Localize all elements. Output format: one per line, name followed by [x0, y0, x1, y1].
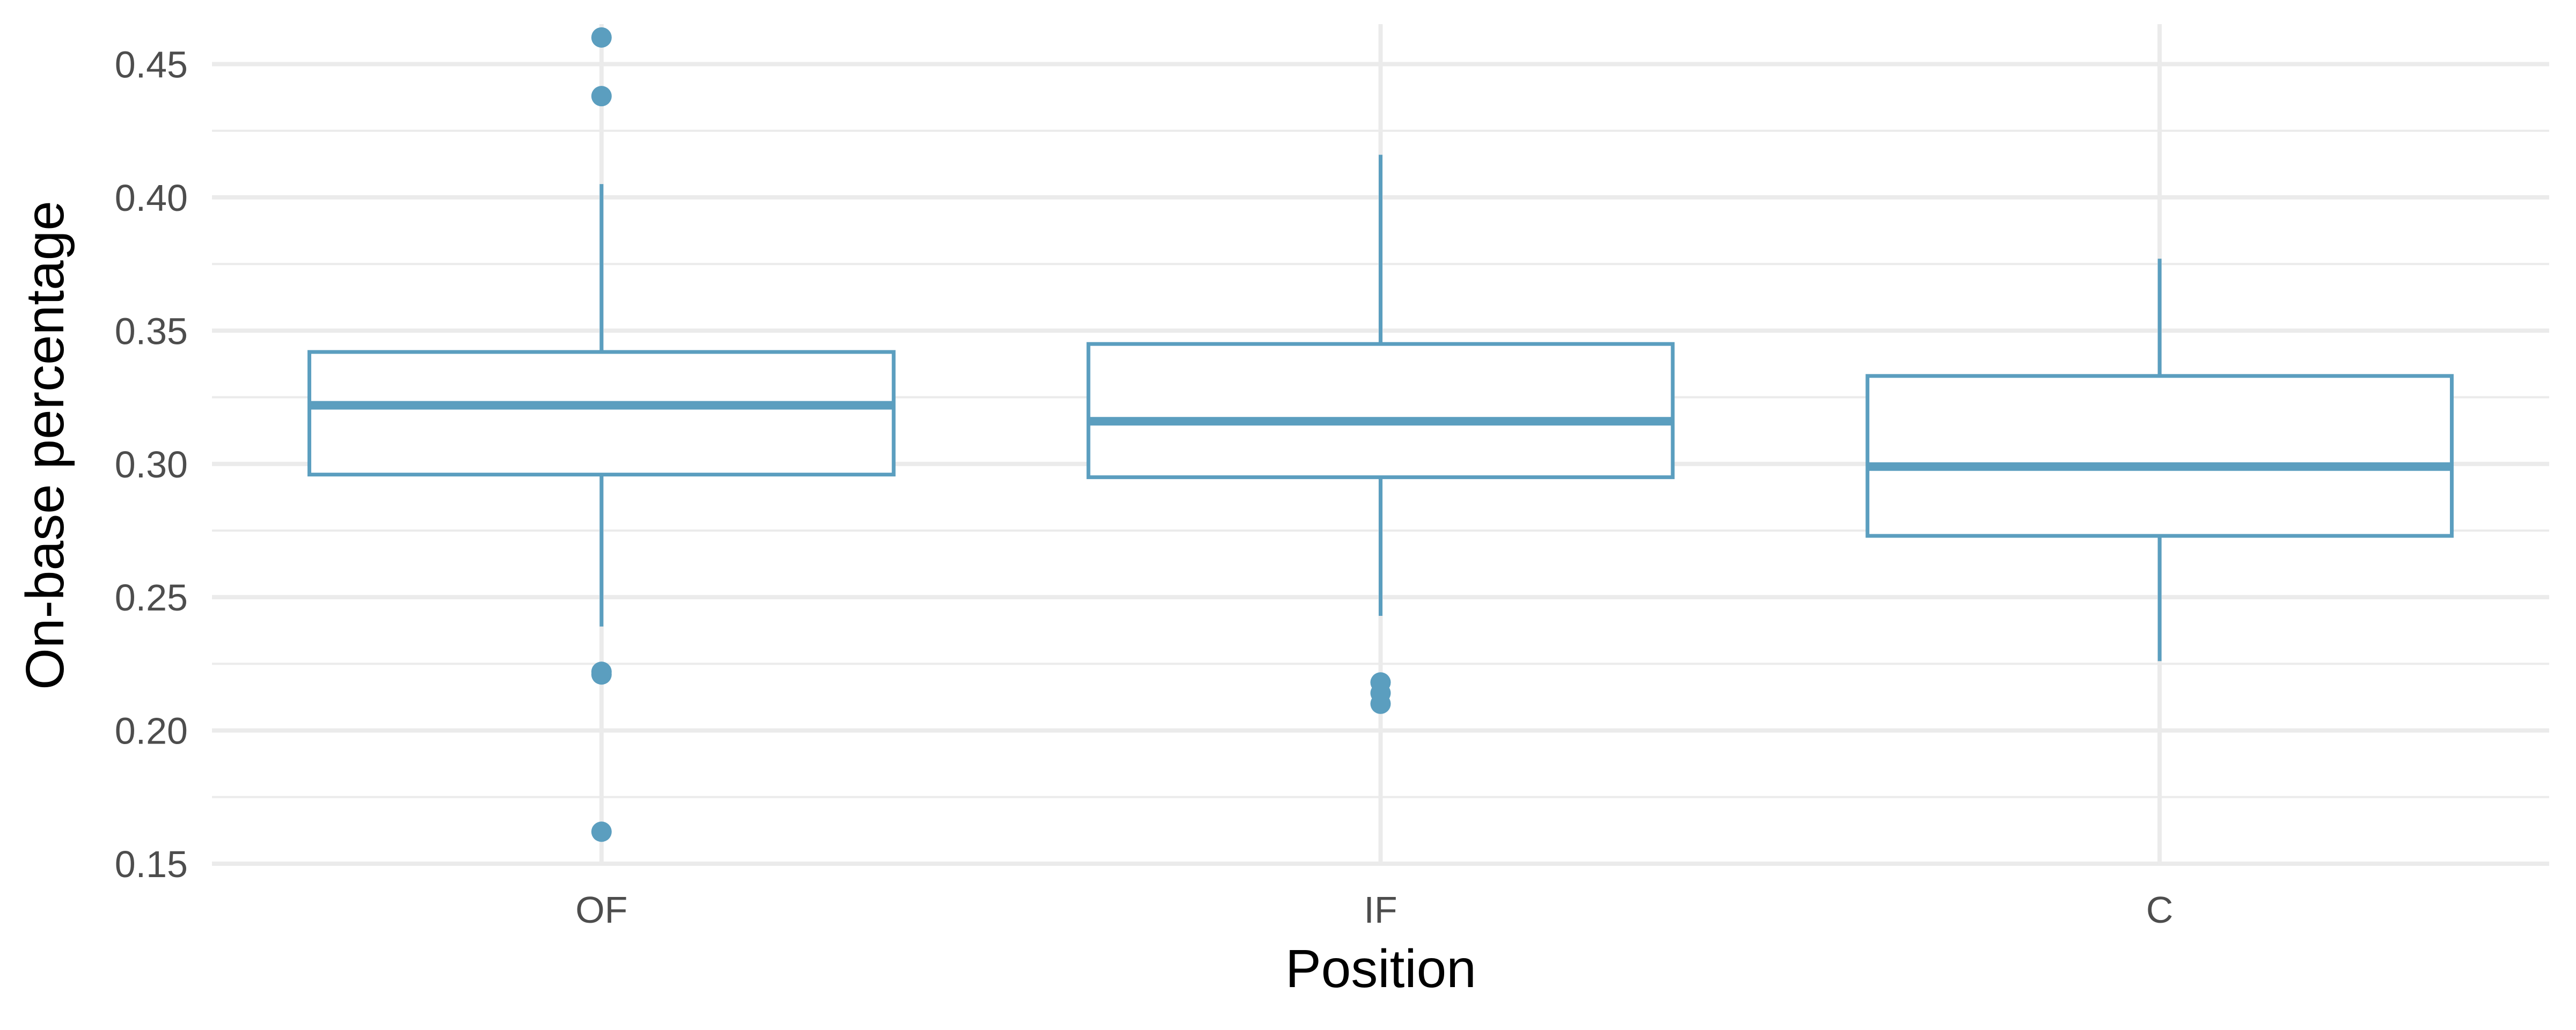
- x-axis-ticks: OF IF C: [575, 889, 2173, 931]
- x-tick-label: OF: [575, 889, 627, 931]
- y-tick-label: 0.35: [115, 310, 188, 352]
- outlier-point: [591, 86, 612, 107]
- y-tick-label: 0.25: [115, 577, 188, 619]
- outlier-point: [591, 27, 612, 48]
- iqr-box: [307, 350, 896, 477]
- box-of: [307, 27, 896, 842]
- x-axis-title: Position: [1285, 939, 1476, 999]
- y-tick-label: 0.15: [115, 843, 188, 885]
- outlier-point: [1370, 693, 1391, 714]
- box-if: [1086, 154, 1675, 714]
- box-layer: [307, 27, 2454, 842]
- x-tick-label: IF: [1364, 889, 1397, 931]
- y-tick-label: 0.30: [115, 444, 188, 485]
- y-tick-label: 0.20: [115, 710, 188, 752]
- iqr-box: [1086, 342, 1675, 480]
- y-tick-label: 0.45: [115, 44, 188, 86]
- y-axis-ticks: 0.15 0.20 0.25 0.30 0.35 0.40 0.45: [115, 44, 188, 885]
- y-axis-title: On-base percentage: [15, 201, 75, 690]
- y-tick-label: 0.40: [115, 177, 188, 219]
- outlier-point: [591, 664, 612, 685]
- iqr-box: [1865, 374, 2454, 538]
- box-c: [1865, 259, 2454, 661]
- outlier-point: [591, 821, 612, 842]
- x-tick-label: C: [2146, 889, 2174, 931]
